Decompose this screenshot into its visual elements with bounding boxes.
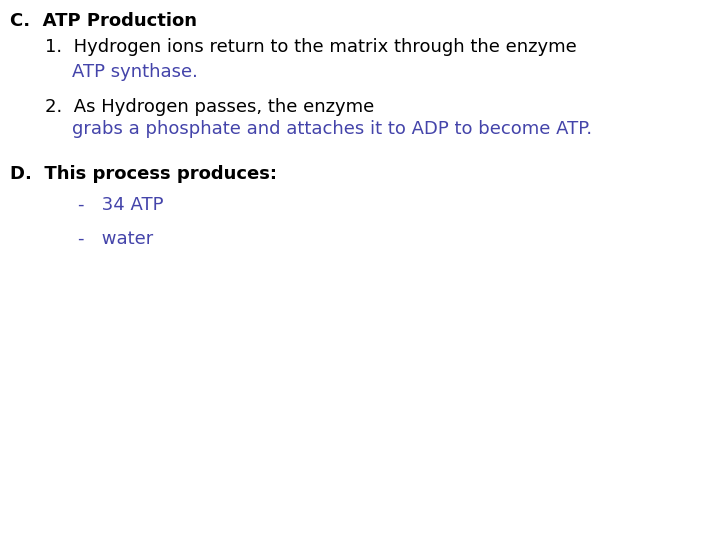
Text: -   water: - water (78, 230, 153, 248)
Text: grabs a phosphate and attaches it to ADP to become ATP.: grabs a phosphate and attaches it to ADP… (72, 120, 592, 138)
Text: D.  This process produces:: D. This process produces: (10, 165, 277, 183)
Text: ATP synthase.: ATP synthase. (72, 63, 198, 81)
Text: -   34 ATP: - 34 ATP (78, 196, 163, 214)
Text: 1.  Hydrogen ions return to the matrix through the enzyme: 1. Hydrogen ions return to the matrix th… (45, 38, 577, 56)
Text: C.  ATP Production: C. ATP Production (10, 12, 197, 30)
Text: 2.  As Hydrogen passes, the enzyme: 2. As Hydrogen passes, the enzyme (45, 98, 374, 116)
